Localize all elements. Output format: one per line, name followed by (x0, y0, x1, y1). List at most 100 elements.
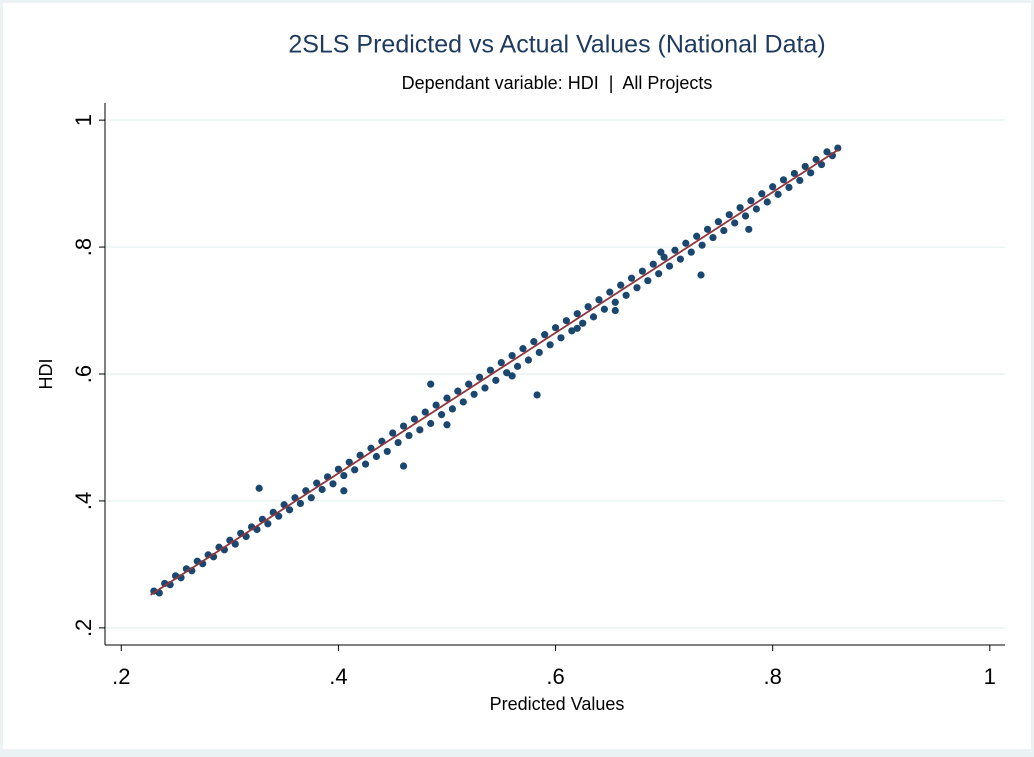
x-tick-label: .6 (546, 664, 564, 689)
point (508, 372, 516, 380)
point (427, 380, 435, 388)
point (633, 284, 641, 292)
point (459, 398, 467, 406)
point (638, 267, 646, 275)
point (296, 499, 305, 508)
point (741, 212, 750, 220)
point (747, 197, 755, 205)
point (763, 198, 771, 206)
point (606, 288, 614, 296)
point (823, 148, 831, 156)
point (714, 218, 722, 226)
point (579, 319, 587, 327)
point (812, 155, 820, 164)
point (655, 270, 663, 278)
point (533, 391, 541, 399)
point (340, 471, 348, 480)
point (497, 358, 505, 367)
point (275, 512, 283, 520)
point (709, 233, 717, 242)
point (687, 248, 695, 256)
point (231, 540, 239, 548)
y-tick-label: .6 (71, 365, 96, 383)
point (779, 176, 788, 184)
point (682, 239, 690, 247)
point (318, 485, 326, 494)
point (481, 384, 489, 392)
point (334, 465, 343, 473)
point (541, 331, 549, 339)
point (671, 246, 679, 254)
point (595, 296, 603, 304)
point (693, 232, 701, 240)
point (801, 162, 809, 171)
point (703, 225, 712, 233)
point (530, 338, 538, 346)
point (255, 484, 263, 492)
x-axis-title: Predicted Values (490, 694, 625, 714)
point (573, 324, 581, 332)
point (676, 255, 684, 263)
point (774, 190, 782, 198)
point (731, 219, 739, 227)
point (313, 479, 321, 487)
point (361, 460, 370, 468)
point (394, 438, 402, 447)
point (465, 380, 473, 388)
point (790, 169, 798, 178)
point (611, 306, 619, 315)
point (470, 390, 478, 398)
point (443, 394, 451, 402)
x-tick-label: .4 (329, 664, 347, 689)
fit-line (150, 148, 840, 596)
point (644, 277, 652, 285)
y-tick-label: .2 (71, 619, 96, 637)
point (340, 487, 348, 495)
point (524, 356, 533, 364)
point (546, 341, 554, 349)
point (720, 226, 728, 235)
point (622, 291, 630, 299)
point (437, 411, 446, 419)
point (389, 429, 397, 437)
point (698, 241, 706, 249)
point (443, 421, 451, 429)
point (399, 462, 408, 470)
point (427, 419, 435, 428)
x-tick-label: 1 (984, 664, 996, 689)
point (285, 506, 294, 514)
y-tick-label: .8 (71, 238, 96, 256)
chart-title: 2SLS Predicted vs Actual Values (Nationa… (288, 31, 825, 59)
point (345, 458, 353, 466)
point (649, 260, 657, 268)
point (557, 334, 565, 342)
point (399, 422, 408, 430)
point (657, 248, 665, 256)
point (486, 366, 495, 374)
point (745, 225, 753, 233)
point (758, 190, 766, 198)
point (584, 303, 592, 311)
point (796, 176, 804, 185)
point (454, 387, 462, 395)
point (573, 310, 581, 318)
point (617, 281, 625, 289)
background (3, 3, 1031, 749)
point (307, 494, 315, 502)
point (785, 183, 793, 192)
point (535, 348, 543, 357)
point (329, 480, 337, 488)
point (834, 144, 842, 152)
point (508, 351, 516, 360)
point (383, 447, 391, 456)
point (568, 327, 576, 335)
point (551, 324, 560, 332)
point (519, 345, 527, 353)
point (697, 271, 705, 279)
x-tick-label: .8 (763, 664, 781, 689)
point (475, 373, 484, 381)
point (513, 362, 522, 370)
point (736, 204, 744, 212)
point (416, 426, 424, 434)
